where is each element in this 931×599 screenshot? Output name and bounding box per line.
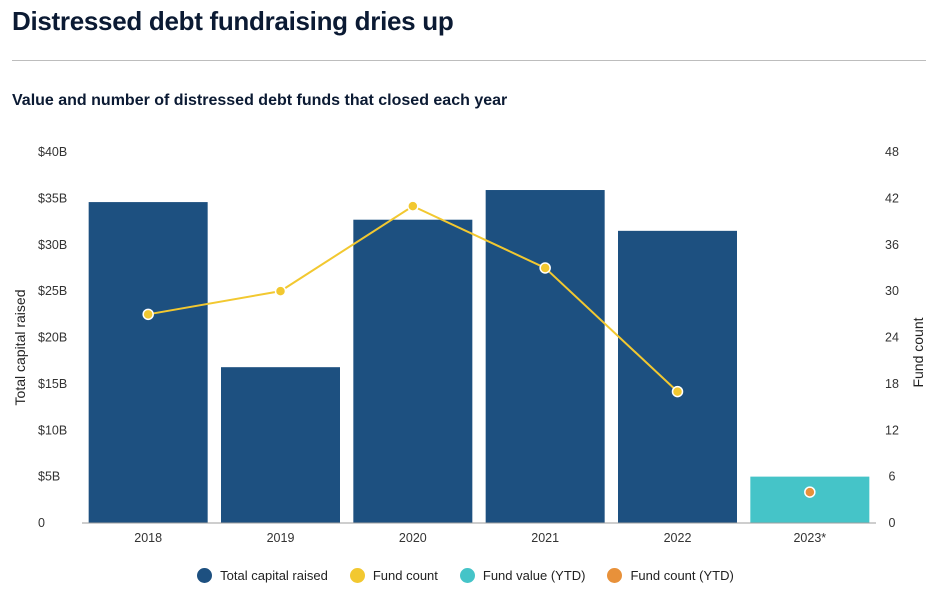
x-tick-label: 2022 <box>664 531 692 545</box>
x-tick-label: 2021 <box>531 531 559 545</box>
legend-label: Fund count (YTD) <box>630 568 734 583</box>
chart-legend: Total capital raised Fund count Fund value… <box>0 568 931 583</box>
y2-tick-label: 6 <box>889 470 896 484</box>
y-tick-label: $40B <box>38 145 67 159</box>
x-tick-label: 2020 <box>399 531 427 545</box>
x-tick-label: 2018 <box>134 531 162 545</box>
y-tick-label: $5B <box>38 470 60 484</box>
fund-count-point <box>539 262 551 274</box>
bar-2019 <box>221 367 340 523</box>
bar-2023 <box>750 476 870 523</box>
y2-tick-label: 30 <box>885 284 899 298</box>
bar-2022 <box>618 230 737 523</box>
y-tick-label: $20B <box>38 331 67 345</box>
combo-chart: 0 $5B $10B $15B $20B $25B $30B $35B $40B 0 6 12 18 24… <box>12 145 926 545</box>
legend-label: Fund count <box>372 568 438 583</box>
y2-tick-label: 12 <box>885 423 899 437</box>
y2-tick-label: 42 <box>885 191 899 205</box>
x-tick-label: 2023* <box>793 531 826 545</box>
legend-swatch <box>459 568 475 583</box>
y-axis-label: Total capital raised <box>12 290 28 406</box>
legend-swatch <box>607 568 623 583</box>
bar-2021 <box>485 190 605 523</box>
y2-tick-label: 0 <box>889 516 896 530</box>
y-tick-label: 0 <box>38 516 45 530</box>
y-tick-label: $10B <box>38 423 67 437</box>
legend-item: Fund count (YTD) <box>607 568 734 583</box>
legend-label: Total capital raised <box>220 568 328 583</box>
bar-2018 <box>88 202 208 523</box>
y-tick-label: $25B <box>38 284 67 298</box>
title-divider <box>12 60 926 61</box>
legend-item: Fund value (YTD) <box>459 568 586 583</box>
y-tick-label: $35B <box>38 191 67 205</box>
bar-2020 <box>353 219 473 523</box>
fund-count-point <box>671 385 684 398</box>
fund-count-point <box>142 308 154 321</box>
x-tick-label: 2019 <box>267 531 295 545</box>
y2-axis-label: Fund count <box>910 317 926 387</box>
y-tick-label: $15B <box>38 377 67 391</box>
fund-count-point <box>274 285 287 297</box>
fund-count-ytd-point <box>804 486 816 498</box>
chart-title: Distressed debt fundraising dries up <box>12 6 454 36</box>
legend-swatch <box>197 568 213 583</box>
y-tick-label: $30B <box>38 238 67 252</box>
y2-tick-label: 36 <box>885 238 899 252</box>
legend-item: Total capital raised <box>197 568 328 583</box>
legend-item: Fund count <box>349 568 438 583</box>
legend-label: Fund value (YTD) <box>482 568 586 583</box>
fund-count-point <box>407 200 419 212</box>
y2-tick-label: 48 <box>885 145 899 159</box>
y2-tick-label: 24 <box>885 331 899 345</box>
y2-tick-label: 18 <box>885 377 899 391</box>
legend-swatch <box>349 568 365 583</box>
chart-subtitle: Value and number of distressed debt fund… <box>12 92 508 109</box>
